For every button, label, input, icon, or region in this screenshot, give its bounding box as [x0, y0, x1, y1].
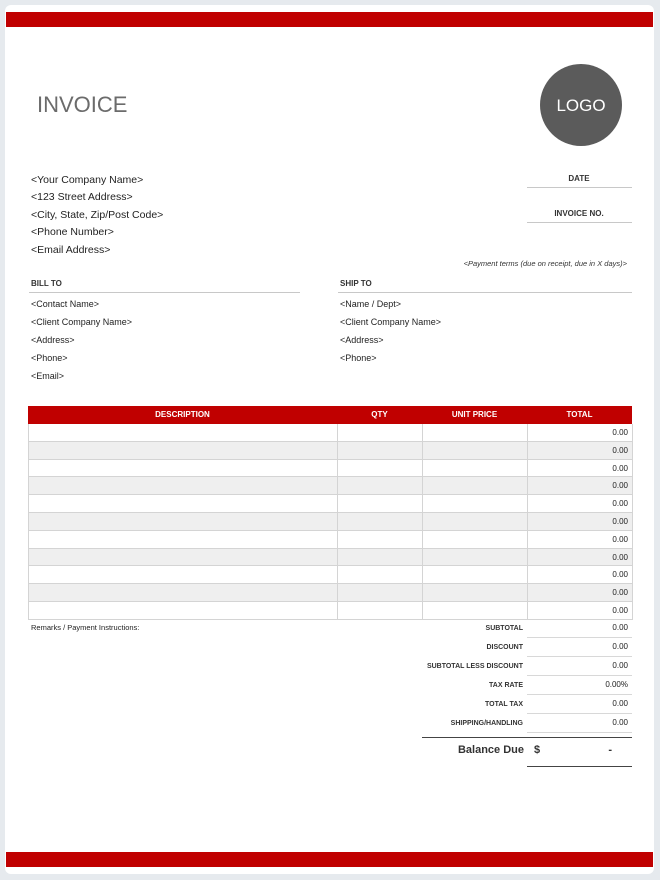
summary-label: SHIPPING/HANDLING	[450, 719, 523, 727]
payment-terms: <Payment terms (due on receipt, due in X…	[463, 259, 627, 269]
table-header-cell: DESCRIPTION	[155, 410, 210, 419]
bill-to-heading: BILL TO	[31, 279, 62, 288]
remarks-label: Remarks / Payment Instructions:	[31, 623, 140, 633]
summary-label: SUBTOTAL	[485, 624, 523, 632]
column-line	[632, 424, 633, 620]
table-header-cell: QTY	[371, 410, 388, 419]
company-line: <Your Company Name>	[31, 173, 144, 186]
row-total: 0.00	[612, 463, 628, 473]
summary-line	[527, 694, 632, 695]
row-total: 0.00	[612, 534, 628, 544]
invoice-no-label: INVOICE NO.	[554, 209, 604, 218]
column-line	[422, 424, 423, 620]
row-total: 0.00	[612, 605, 628, 615]
summary-line	[527, 656, 632, 657]
ship-to-line-text: <Address>	[340, 334, 384, 345]
ship-to-line-text: <Client Company Name>	[340, 316, 442, 327]
table-row	[28, 424, 632, 442]
company-line: <Phone Number>	[31, 226, 114, 239]
bill-to-line	[29, 292, 300, 293]
summary-value: 0.00%	[605, 680, 628, 689]
ship-to-line	[338, 292, 632, 293]
summary-label: TOTAL TAX	[485, 700, 523, 708]
table-row	[28, 530, 632, 549]
table-row	[28, 548, 632, 567]
table-header-cell: UNIT PRICE	[451, 410, 498, 419]
company-line: <City, State, Zip/Post Code>	[31, 208, 164, 221]
table-row	[28, 602, 632, 620]
summary-line	[527, 675, 632, 676]
top-bar	[6, 12, 653, 27]
summary-label: SUBTOTAL LESS DISCOUNT	[426, 662, 523, 670]
bill-to-line-text: <Phone>	[31, 352, 68, 363]
row-total: 0.00	[612, 445, 628, 455]
table-row	[28, 477, 632, 496]
row-total: 0.00	[612, 481, 628, 491]
summary-line	[527, 732, 632, 733]
invoice-page: INVOICE LOGO <Your Company Name> <123 Stree…	[5, 5, 654, 874]
summary-value: 0.00	[612, 718, 628, 727]
company-line: <123 Street Address>	[31, 191, 133, 204]
table-row	[28, 495, 632, 513]
summary-value: 0.00	[612, 623, 628, 632]
bottom-bar	[6, 852, 653, 867]
ship-to-heading: SHIP TO	[340, 279, 372, 288]
table-header-cell: TOTAL	[566, 410, 593, 419]
table-row	[28, 441, 632, 460]
logo-text: LOGO	[556, 95, 606, 115]
row-total: 0.00	[612, 499, 628, 509]
balance-label: Balance Due	[457, 743, 524, 756]
row-total: 0.00	[612, 516, 628, 526]
bill-to-line-text: <Address>	[31, 334, 75, 345]
balance-bottom-line	[527, 766, 632, 767]
row-total: 0.00	[612, 552, 628, 562]
summary-value: 0.00	[612, 699, 628, 708]
column-line	[527, 424, 528, 620]
row-total: 0.00	[612, 588, 628, 598]
summary-label: TAX RATE	[489, 681, 523, 689]
column-line	[28, 424, 29, 620]
date-label: DATE	[568, 174, 590, 183]
bill-to-line-text: <Client Company Name>	[31, 316, 133, 327]
summary-line	[527, 713, 632, 714]
summary-value: 0.00	[612, 661, 628, 670]
table-row	[28, 566, 632, 585]
ship-to-line-text: <Name / Dept>	[340, 298, 402, 309]
company-line: <Email Address>	[31, 243, 111, 256]
logo-circle	[540, 64, 622, 146]
ship-to-line-text: <Phone>	[340, 352, 377, 363]
row-total: 0.00	[612, 570, 628, 580]
balance-top-line	[422, 737, 632, 738]
bill-to-line-text: <Contact Name>	[31, 298, 100, 309]
invoice-no-line	[527, 222, 632, 223]
invoice-title: INVOICE	[37, 92, 128, 117]
summary-label: DISCOUNT	[486, 643, 523, 651]
column-line	[337, 424, 338, 620]
table-row	[28, 459, 632, 478]
table-header	[28, 406, 632, 424]
table-row	[28, 584, 632, 602]
balance-currency: $	[534, 743, 541, 756]
balance-value: -	[608, 743, 612, 756]
summary-value: 0.00	[612, 642, 628, 651]
date-line	[527, 187, 632, 188]
table-row	[28, 513, 632, 531]
row-total: 0.00	[612, 427, 628, 437]
bill-to-line-text: <Email>	[31, 370, 65, 381]
summary-line	[527, 637, 632, 638]
